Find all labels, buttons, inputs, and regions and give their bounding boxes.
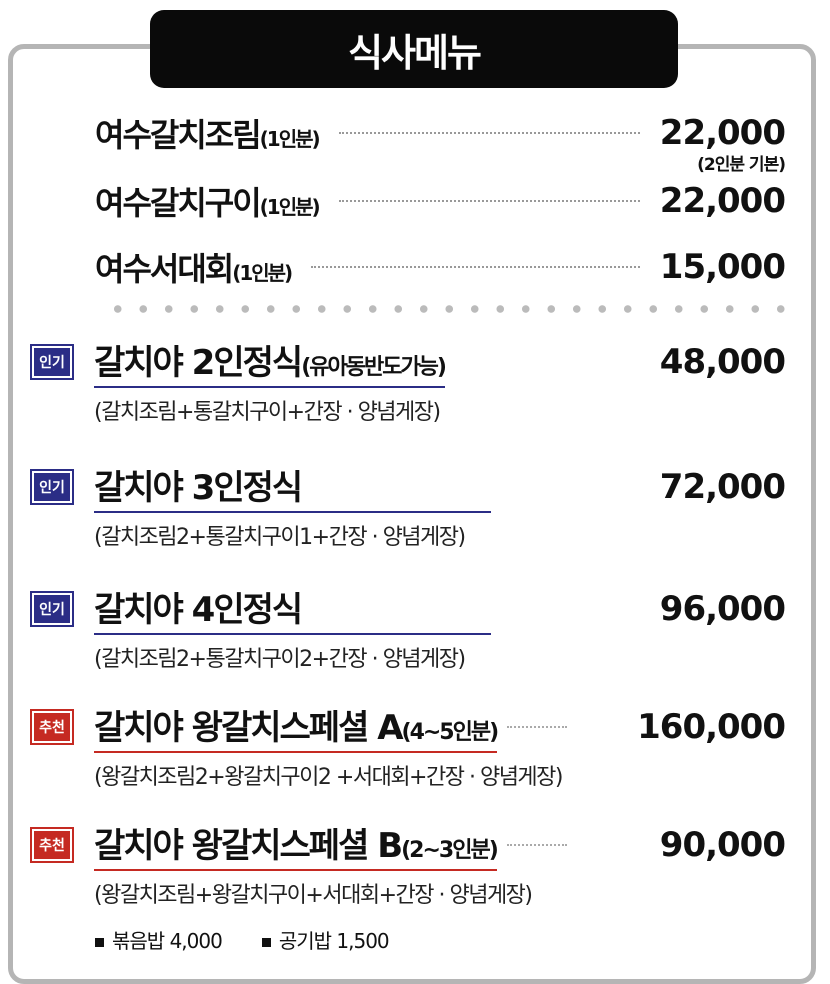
popular-badge: 인기 — [30, 590, 74, 627]
menu-item: 여수갈치구이(1인분) 22,000 — [95, 178, 786, 224]
set-description: (갈치조림+통갈치구이+간장 · 양념게장) — [94, 400, 441, 425]
set-name: 갈치야 2인정식 — [94, 343, 303, 383]
dotted-leader — [338, 132, 640, 134]
recommended-badge: 추천 — [30, 826, 74, 863]
set-price: 48,000 — [659, 341, 786, 382]
item-portion: (1인분) — [232, 261, 293, 285]
set-name: 갈치야 왕갈치스페셜 A — [94, 708, 404, 748]
set-name: 갈치야 4인정식 — [94, 590, 303, 630]
set-name: 갈치야 왕갈치스페셜 B — [94, 826, 403, 866]
set-menu-item: 추천 갈치야 왕갈치스페셜 B(2~3인분) 90,000 (왕갈치조림+왕갈치… — [30, 818, 786, 909]
dotted-leader — [338, 200, 640, 202]
extra-item: 볶음밥 4,000 — [95, 925, 223, 954]
set-price: 90,000 — [659, 824, 786, 865]
item-price: 15,000 — [659, 247, 786, 287]
set-price: 96,000 — [659, 588, 786, 629]
dotted-leader — [311, 266, 640, 268]
set-name: 갈치야 3인정식 — [94, 468, 303, 508]
square-bullet-icon — [95, 938, 104, 947]
item-note: (2인분 기본) — [697, 155, 786, 175]
extra-name: 볶음밥 — [112, 929, 165, 953]
item-portion: (1인분) — [259, 127, 321, 151]
dotted-leader — [507, 725, 568, 728]
item-portion: (1인분) — [259, 195, 321, 219]
set-menu-item: 인기 갈치야 4인정식 96,000 (갈치조림2+통갈치구이2+간장 · 양념… — [30, 582, 786, 673]
extra-price: 4,000 — [169, 929, 223, 953]
item-price: 22,000 — [659, 181, 786, 221]
extra-price: 1,500 — [336, 929, 389, 953]
extras-list: 볶음밥 4,000 공기밥 1,500 — [95, 925, 390, 954]
menu-item: 여수서대회(1인분) 15,000 — [95, 244, 786, 290]
recommended-badge: 추천 — [30, 708, 74, 745]
item-name: 여수갈치구이 — [95, 184, 262, 222]
dotted-leader — [506, 843, 567, 846]
item-name: 여수서대회 — [95, 250, 234, 288]
menu-item: 여수갈치조림(1인분) 22,000 — [95, 110, 786, 156]
set-price: 72,000 — [659, 466, 786, 507]
item-name: 여수갈치조림 — [95, 116, 262, 154]
set-price: 160,000 — [637, 706, 786, 747]
menu-title: 식사메뉴 — [150, 10, 678, 88]
set-menu-item: 인기 갈치야 3인정식 72,000 (갈치조림2+통갈치구이1+간장 · 양념… — [30, 460, 786, 551]
set-extra: (유아동반도가능) — [301, 355, 447, 380]
set-description: (왕갈치조림+왕갈치구이+서대회+간장 · 양념게장) — [94, 883, 533, 908]
set-description: (왕갈치조림2+왕갈치구이2 +서대회+간장 · 양념게장) — [94, 765, 564, 790]
set-extra: (2~3인분) — [401, 838, 499, 863]
set-description: (갈치조림2+통갈치구이1+간장 · 양념게장) — [94, 525, 466, 550]
set-extra: (4~5인분) — [401, 720, 500, 745]
square-bullet-icon — [261, 938, 271, 947]
extra-item: 공기밥 1,500 — [261, 925, 390, 954]
item-price: 22,000 — [659, 113, 786, 153]
set-menu-item: 인기 갈치야 2인정식(유아동반도가능) 48,000 (갈치조림+통갈치구이+… — [30, 335, 786, 426]
popular-badge: 인기 — [30, 343, 74, 380]
set-menu-item: 추천 갈치야 왕갈치스페셜 A(4~5인분) 160,000 (왕갈치조림2+왕… — [30, 700, 786, 791]
dotted-divider — [105, 304, 785, 314]
popular-badge: 인기 — [30, 468, 74, 505]
set-description: (갈치조림2+통갈치구이2+간장 · 양념게장) — [94, 647, 466, 672]
extra-name: 공기밥 — [278, 929, 332, 953]
